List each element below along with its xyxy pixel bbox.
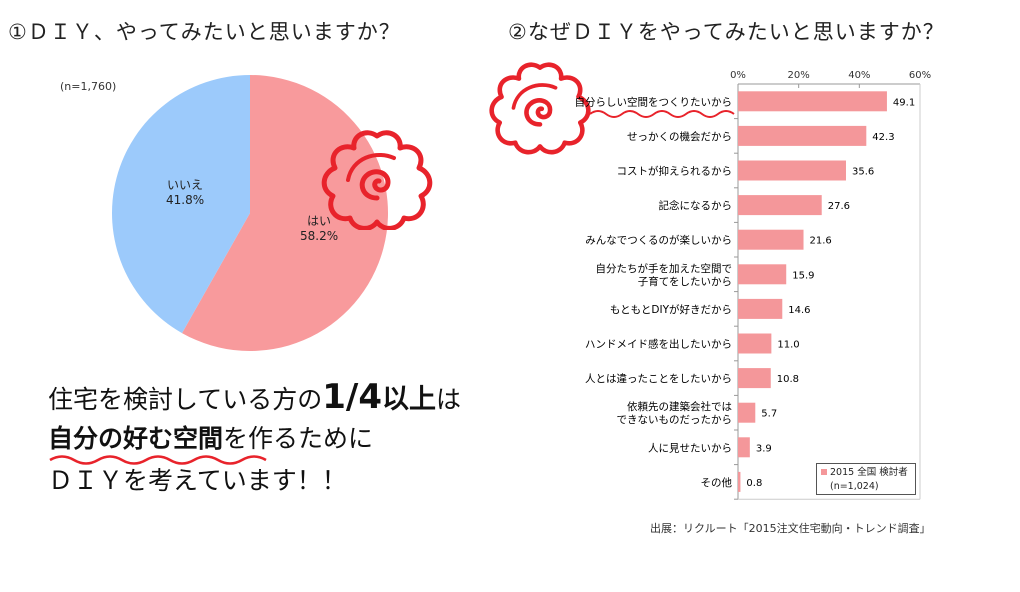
message-line-1-d: は (436, 385, 462, 414)
left-question-title: ①ＤＩＹ、やってみたいと思いますか？ (8, 20, 401, 44)
bar-category-label: ハンドメイド感を出したいから (585, 338, 732, 351)
bar-category-label: もともとDIYが好きだから (610, 303, 732, 316)
bar-category-label: できないものだったから (617, 414, 733, 426)
right-question-title: ②なぜＤＩＹをやってみたいと思いますか？ (508, 20, 945, 44)
pie-label-no-value: 41.8% (166, 193, 205, 207)
red-rose-icon-2 (489, 62, 591, 155)
bar-value-label: 3.9 (756, 443, 772, 454)
message-favorite-space: 自分の好む空間 (48, 424, 224, 453)
bar (738, 402, 756, 423)
pie-slice-yes (182, 75, 388, 351)
message-fraction: 1/4 (322, 377, 382, 417)
pie-sample-size: (n=1,760) (60, 80, 117, 93)
bar-category-label: みんなでつくるのが楽しいから (585, 234, 732, 247)
bar (738, 471, 741, 492)
wavy-underline-decoration (49, 455, 267, 465)
bar-category-label: 自分らしい空間をつくりたいから (575, 95, 733, 108)
message-line-2-b: を作るために (223, 424, 374, 453)
message-line-1: 住宅を検討している方の1/4以上は (48, 378, 461, 419)
pie-label-yes-value: 58.2% (300, 229, 339, 243)
bar-value-label: 15.9 (792, 270, 814, 281)
bar (738, 91, 887, 112)
message-line-2: 自分の好む空間を作るために (48, 420, 373, 458)
bar-category-label: 自分たちが手を加えた空間で (596, 262, 733, 275)
legend-series: 2015 全国 検討者 (821, 466, 911, 480)
bar-value-label: 11.0 (777, 340, 799, 351)
bar-category-label: 人とは違ったことをしたいから (585, 372, 732, 385)
bar (738, 368, 771, 389)
bar (738, 125, 867, 146)
bar-value-label: 0.8 (746, 478, 762, 489)
x-tick-label: 20% (788, 70, 810, 81)
pie-label-yes: はい 58.2% (300, 214, 338, 244)
bar-chart: 0% 20% 40% 60% 49.1 自分らしい空間をつくりたいから 42.3 せっかくの機… (575, 70, 931, 500)
bar-value-label: 35.6 (852, 167, 874, 178)
bar-value-label: 27.6 (828, 201, 850, 212)
bar-category-label: 子育てをしたいから (638, 275, 732, 288)
bar-category-label: コストが抑えられるから (617, 165, 733, 178)
bar-category-label: 依頼先の建築会社では (627, 400, 732, 413)
pie-label-no-name: いいえ (167, 178, 204, 192)
bar (738, 229, 804, 250)
message-more-than: 以上 (382, 384, 436, 415)
legend-series-name: 2015 全国 検討者 (830, 467, 908, 478)
bar-value-label: 21.6 (810, 236, 832, 247)
bar-legend: 2015 全国 検討者 (n=1,024) (816, 463, 916, 495)
bar (738, 298, 783, 319)
x-tick-label: 0% (730, 70, 746, 81)
message-line-1-a: 住宅を検討している方の (48, 385, 323, 414)
bar-value-label: 49.1 (893, 97, 915, 108)
x-tick-label: 40% (848, 70, 870, 81)
bar-value-label: 42.3 (872, 132, 894, 143)
legend-sample-size: (n=1,024) (830, 481, 879, 492)
bar (738, 160, 846, 181)
bar (738, 437, 750, 458)
pie-slice-no (111, 75, 250, 334)
pie-chart (111, 75, 388, 351)
bar (738, 195, 822, 216)
pie-label-yes-name: はい (307, 214, 332, 228)
pie-label-no: いいえ 41.8% (166, 178, 204, 208)
bar-category-label: 人に見せたいから (648, 442, 732, 454)
wavy-underline-decoration-2 (589, 110, 735, 118)
pie-chart-area: (n=1,760) はい 58.2% いいえ 41.8% (0, 60, 480, 370)
message-line-3: ＤＩＹを考えています！！ (48, 466, 347, 495)
bar-value-label: 5.7 (761, 409, 777, 420)
bar-category-label: 記念になるから (659, 199, 733, 212)
bar-category-label: その他 (701, 476, 733, 489)
bar (738, 333, 772, 354)
bar-value-label: 14.6 (788, 305, 810, 316)
source-note: 出展：リクルート「2015注文住宅動向・トレンド調査」 (650, 522, 931, 535)
bar (738, 264, 787, 285)
red-rose-icon (321, 130, 433, 230)
legend-swatch (821, 469, 827, 475)
bar-value-label: 10.8 (777, 374, 799, 385)
bar-category-label: せっかくの機会だから (627, 130, 732, 143)
x-tick-label: 60% (909, 70, 931, 81)
